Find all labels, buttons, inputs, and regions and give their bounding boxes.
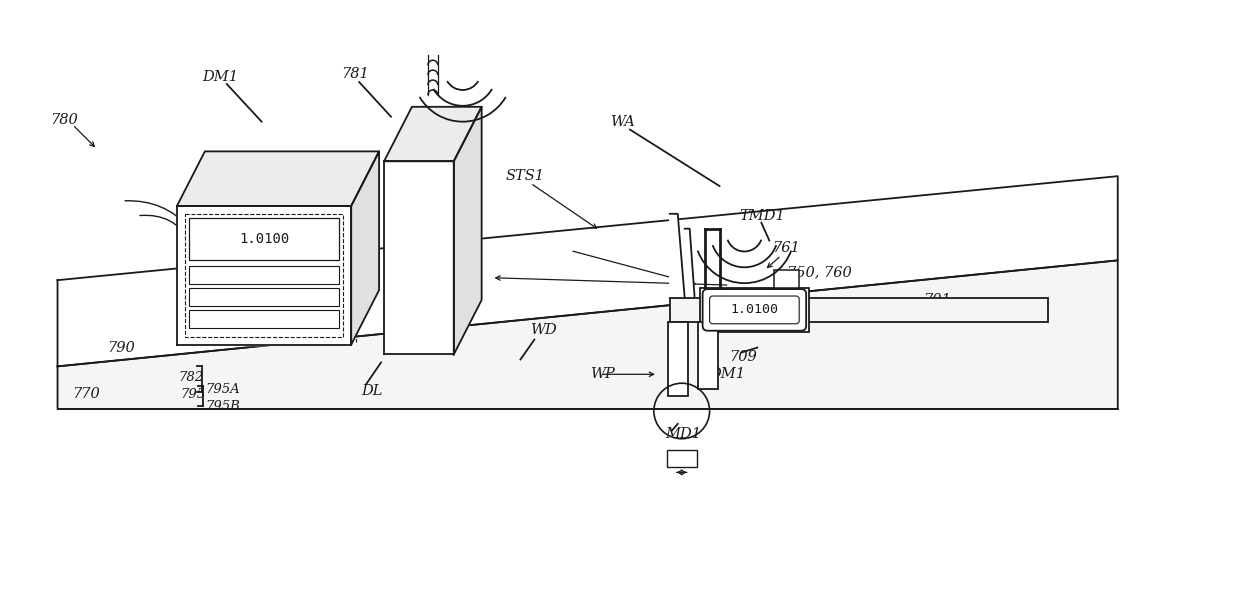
Bar — [188, 218, 340, 260]
Bar — [698, 322, 718, 389]
Polygon shape — [670, 214, 684, 298]
Text: 795A: 795A — [206, 383, 241, 395]
Polygon shape — [384, 107, 481, 161]
Text: DL: DL — [361, 384, 383, 398]
Text: 1.0100: 1.0100 — [239, 232, 289, 246]
Polygon shape — [351, 151, 379, 344]
Text: 770: 770 — [72, 387, 100, 401]
Bar — [188, 288, 340, 306]
Text: DM1: DM1 — [709, 367, 745, 382]
Bar — [668, 322, 688, 396]
Text: 790: 790 — [108, 341, 135, 355]
FancyBboxPatch shape — [709, 296, 800, 324]
Text: TMD1: TMD1 — [739, 209, 785, 223]
Polygon shape — [177, 151, 379, 206]
Text: 795: 795 — [180, 388, 205, 401]
FancyBboxPatch shape — [703, 289, 806, 331]
Bar — [185, 214, 343, 337]
Text: 1.0100: 1.0100 — [730, 304, 779, 316]
Polygon shape — [454, 107, 481, 355]
Polygon shape — [57, 176, 1117, 367]
Text: 795B: 795B — [206, 400, 241, 413]
Bar — [188, 266, 340, 284]
Polygon shape — [57, 260, 1117, 409]
Polygon shape — [684, 229, 694, 298]
Bar — [670, 298, 1048, 322]
Text: DM1: DM1 — [202, 70, 238, 84]
Text: 782: 782 — [179, 371, 203, 384]
Polygon shape — [384, 161, 454, 355]
Text: MD1: MD1 — [665, 427, 701, 441]
Text: WP: WP — [590, 367, 615, 382]
Text: 750, 760: 750, 760 — [787, 265, 852, 279]
Bar — [699, 288, 810, 332]
Bar — [188, 310, 340, 328]
Text: WD: WD — [531, 323, 557, 337]
Text: 709: 709 — [729, 350, 758, 364]
Polygon shape — [177, 206, 351, 344]
Text: STS1: STS1 — [506, 169, 544, 183]
Bar — [667, 449, 697, 467]
Bar — [774, 270, 800, 288]
Text: 781: 781 — [341, 67, 370, 81]
Text: 761: 761 — [773, 241, 800, 256]
Text: WA: WA — [610, 115, 635, 128]
Text: 780: 780 — [51, 113, 78, 127]
Text: 701: 701 — [924, 293, 951, 307]
